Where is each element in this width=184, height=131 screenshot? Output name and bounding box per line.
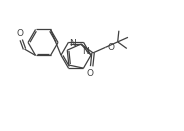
Text: N: N bbox=[82, 47, 89, 56]
Text: O: O bbox=[16, 29, 23, 38]
Text: N: N bbox=[69, 39, 76, 48]
Text: O: O bbox=[87, 69, 94, 78]
Text: O: O bbox=[107, 43, 114, 52]
